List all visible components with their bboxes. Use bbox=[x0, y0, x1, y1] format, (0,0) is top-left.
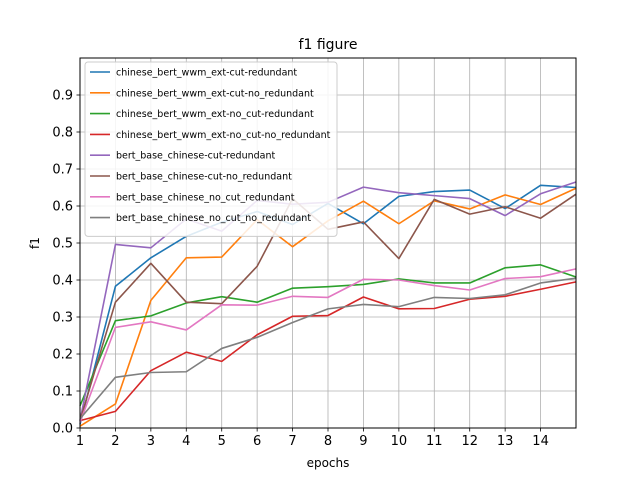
legend-label: chinese_bert_wwm_ext-cut-no_redundant bbox=[116, 88, 314, 99]
x-tick-label: 4 bbox=[182, 434, 190, 449]
y-tick-label: 0.9 bbox=[52, 89, 73, 104]
y-axis: 0.0 0.1 0.2 0.3 0.4 0.5 0.6 0.7 0.8 0.9 bbox=[52, 89, 80, 437]
legend-label: chinese_bert_wwm_ext-no_cut-no_redundant bbox=[116, 130, 331, 141]
y-tick-label: 0.1 bbox=[52, 385, 73, 400]
series-line-8 bbox=[79, 277, 577, 420]
x-tick-label: 12 bbox=[461, 434, 478, 449]
y-tick-label: 0.0 bbox=[52, 422, 73, 437]
x-tick-label: 7 bbox=[288, 434, 296, 449]
x-tick-label: 5 bbox=[218, 434, 226, 449]
legend: chinese_bert_wwm_ext-cut-redundantchines… bbox=[84, 61, 338, 237]
x-tick-label: 11 bbox=[426, 434, 443, 449]
x-axis-label: epochs bbox=[307, 456, 350, 470]
series-line-4 bbox=[79, 281, 577, 422]
y-tick-label: 0.4 bbox=[52, 274, 73, 289]
y-tick-label: 0.6 bbox=[52, 200, 73, 215]
legend-label: bert_base_chinese_no_cut_no_redundant bbox=[116, 213, 311, 224]
x-tick-label: 6 bbox=[253, 434, 261, 449]
series-line-3 bbox=[79, 264, 577, 407]
series-line-7 bbox=[79, 268, 577, 423]
x-tick-label: 1 bbox=[76, 434, 84, 449]
x-tick-label: 3 bbox=[147, 434, 155, 449]
y-axis-label: f1 bbox=[28, 237, 42, 249]
x-tick-label: 8 bbox=[324, 434, 332, 449]
legend-label: bert_base_chinese-cut-redundant bbox=[116, 151, 276, 162]
y-tick-label: 0.2 bbox=[52, 348, 73, 363]
y-tick-label: 0.5 bbox=[52, 237, 73, 252]
y-tick-label: 0.3 bbox=[52, 311, 73, 326]
legend-label: chinese_bert_wwm_ext-cut-redundant bbox=[116, 68, 297, 79]
legend-box bbox=[84, 61, 338, 237]
x-tick-label: 14 bbox=[532, 434, 549, 449]
chart-title: f1 figure bbox=[299, 37, 358, 53]
y-tick-label: 0.7 bbox=[52, 163, 73, 178]
x-tick-label: 13 bbox=[497, 434, 514, 449]
y-tick-label: 0.8 bbox=[52, 126, 73, 141]
x-axis: 1 2 3 4 5 6 7 8 9 10 11 12 13 14 bbox=[76, 428, 549, 449]
x-tick-label: 10 bbox=[391, 434, 408, 449]
x-tick-label: 2 bbox=[111, 434, 119, 449]
x-tick-label: 9 bbox=[359, 434, 367, 449]
legend-label: bert_base_chinese-cut-no_redundant bbox=[116, 172, 292, 183]
legend-label: bert_base_chinese_no_cut_redundant bbox=[116, 192, 295, 203]
legend-label: chinese_bert_wwm_ext-no_cut-redundant bbox=[116, 109, 314, 120]
